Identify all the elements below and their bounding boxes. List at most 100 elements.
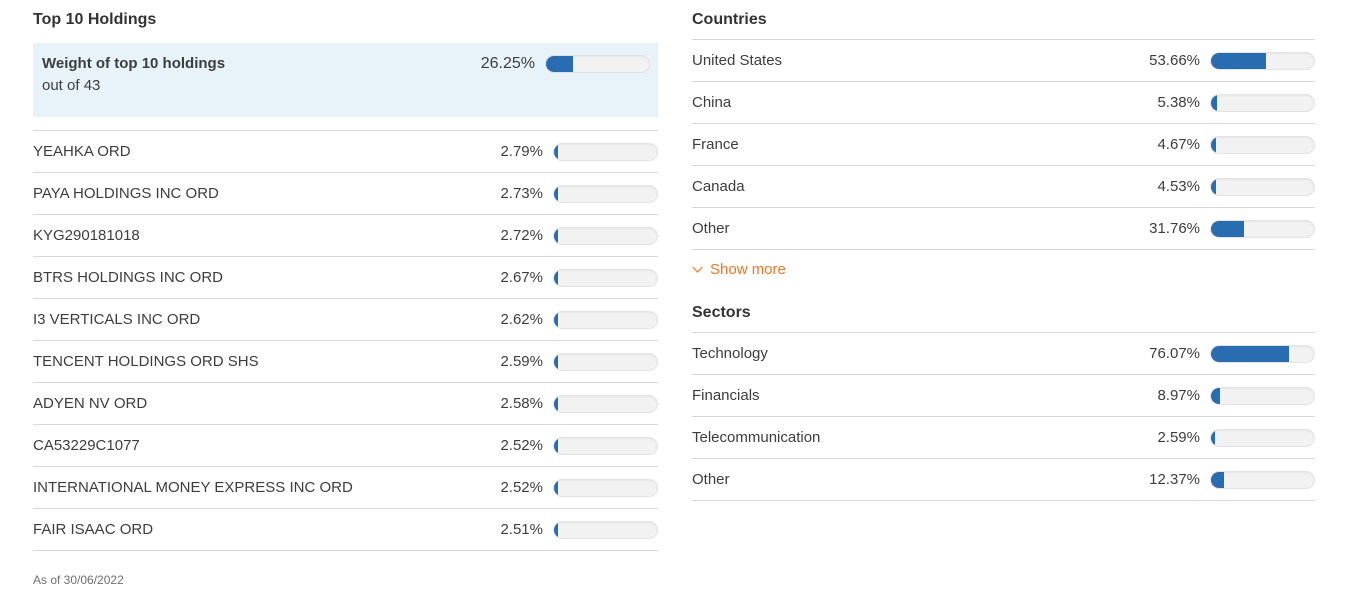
row-label: Financials — [692, 387, 760, 404]
progress-bar-fill — [554, 227, 558, 244]
holdings-row: INTERNATIONAL MONEY EXPRESS INC ORD 2.52% — [33, 467, 658, 509]
row-label: I3 VERTICALS INC ORD — [33, 311, 201, 328]
top-10-holdings-section: Top 10 Holdings Weight of top 10 holding… — [33, 10, 658, 587]
row-label: INTERNATIONAL MONEY EXPRESS INC ORD — [33, 479, 353, 496]
progress-bar-fill — [1211, 220, 1244, 237]
sectors-header: Sectors — [692, 303, 1315, 333]
row-label: China — [692, 94, 732, 111]
progress-bar — [1210, 386, 1315, 405]
holdings-row: TENCENT HOLDINGS ORD SHS 2.59% — [33, 341, 658, 383]
progress-bar-fill — [1211, 94, 1217, 111]
summary-value-group: 26.25% — [481, 53, 650, 75]
progress-bar-fill — [554, 437, 558, 454]
row-label: Canada — [692, 178, 745, 195]
row-value: 76.07% — [1149, 345, 1200, 362]
show-more-label: Show more — [710, 261, 786, 278]
holdings-row: PAYA HOLDINGS INC ORD 2.73% — [33, 173, 658, 215]
countries-row: Other 31.76% — [692, 208, 1315, 250]
row-value: 4.67% — [1157, 136, 1200, 153]
row-label: Other — [692, 220, 730, 237]
countries-row: China 5.38% — [692, 82, 1315, 124]
progress-bar — [1210, 177, 1315, 196]
row-value: 2.52% — [500, 437, 543, 454]
row-value: 12.37% — [1149, 471, 1200, 488]
row-label: France — [692, 136, 739, 153]
sectors-row: Financials 8.97% — [692, 375, 1315, 417]
row-value: 2.73% — [500, 185, 543, 202]
row-label: BTRS HOLDINGS INC ORD — [33, 269, 224, 286]
row-value: 4.53% — [1157, 178, 1200, 195]
row-value: 8.97% — [1157, 387, 1200, 404]
countries-row: France 4.67% — [692, 124, 1315, 166]
progress-bar-fill — [554, 479, 558, 496]
row-label: PAYA HOLDINGS INC ORD — [33, 185, 219, 202]
sectors-row: Telecommunication 2.59% — [692, 417, 1315, 459]
progress-bar — [553, 478, 658, 497]
row-value: 2.59% — [1157, 429, 1200, 446]
progress-bar-fill — [1211, 387, 1221, 404]
as-of-date: As of 30/06/2022 — [33, 573, 124, 587]
allocations-section: Countries United States 53.66% China 5.38% F… — [692, 10, 1315, 587]
summary-value: 26.25% — [480, 55, 535, 72]
progress-bar-fill — [554, 311, 558, 328]
row-label: TENCENT HOLDINGS ORD SHS — [33, 353, 259, 370]
row-value: 2.51% — [500, 521, 543, 538]
holdings-row: BTRS HOLDINGS INC ORD 2.67% — [33, 257, 658, 299]
summary-label: Weight of top 10 holdings — [42, 55, 226, 72]
row-value: 2.67% — [500, 269, 543, 286]
summary-text: Weight of top 10 holdings out of 43 — [42, 53, 225, 97]
show-more-link[interactable]: Show more — [692, 250, 786, 287]
summary-sublabel: out of 43 — [42, 77, 101, 94]
progress-bar — [545, 55, 650, 73]
row-label: CA53229C1077 — [33, 437, 140, 454]
countries-title: Countries — [692, 11, 767, 28]
progress-bar-fill — [554, 269, 558, 286]
row-value: 2.79% — [500, 143, 543, 160]
sectors-row: Technology 76.07% — [692, 333, 1315, 375]
progress-bar — [1210, 428, 1315, 447]
progress-bar-fill — [1211, 178, 1216, 195]
progress-bar — [1210, 470, 1315, 489]
row-value: 53.66% — [1149, 52, 1200, 69]
progress-bar — [553, 142, 658, 161]
progress-bar — [1210, 51, 1315, 70]
row-value: 2.58% — [500, 395, 543, 412]
row-value: 2.62% — [500, 311, 543, 328]
holdings-row: KYG290181018 2.72% — [33, 215, 658, 257]
row-label: Technology — [692, 345, 768, 362]
row-label: KYG290181018 — [33, 227, 140, 244]
progress-bar-fill — [1211, 136, 1216, 153]
row-label: YEAHKA ORD — [33, 143, 131, 160]
progress-bar-fill — [554, 353, 558, 370]
row-value: 2.52% — [500, 479, 543, 496]
countries-row: United States 53.66% — [692, 40, 1315, 82]
countries-row: Canada 4.53% — [692, 166, 1315, 208]
chevron-down-icon — [692, 266, 703, 274]
progress-bar — [553, 520, 658, 539]
row-label: Other — [692, 471, 730, 488]
progress-bar-fill — [546, 56, 574, 72]
progress-bar-fill — [554, 395, 558, 412]
progress-bar-fill — [1211, 471, 1224, 488]
progress-bar-fill — [554, 521, 558, 538]
progress-bar — [1210, 344, 1315, 363]
progress-bar — [1210, 93, 1315, 112]
holdings-list: YEAHKA ORD 2.79% PAYA HOLDINGS INC ORD 2.73… — [33, 130, 658, 551]
progress-bar — [553, 268, 658, 287]
holdings-weight-summary: Weight of top 10 holdings out of 43 26.2… — [33, 43, 658, 117]
row-value: 31.76% — [1149, 220, 1200, 237]
sectors-row: Other 12.37% — [692, 459, 1315, 501]
progress-bar — [553, 226, 658, 245]
progress-bar — [1210, 219, 1315, 238]
holdings-title: Top 10 Holdings — [33, 11, 157, 28]
row-value: 5.38% — [1157, 94, 1200, 111]
row-label: ADYEN NV ORD — [33, 395, 148, 412]
holdings-row: CA53229C1077 2.52% — [33, 425, 658, 467]
row-label: FAIR ISAAC ORD — [33, 521, 154, 538]
progress-bar-fill — [554, 185, 558, 202]
progress-bar-fill — [1211, 345, 1290, 362]
progress-bar-fill — [1211, 52, 1267, 69]
countries-list: United States 53.66% China 5.38% France 4.67%… — [692, 40, 1315, 250]
progress-bar — [1210, 135, 1315, 154]
